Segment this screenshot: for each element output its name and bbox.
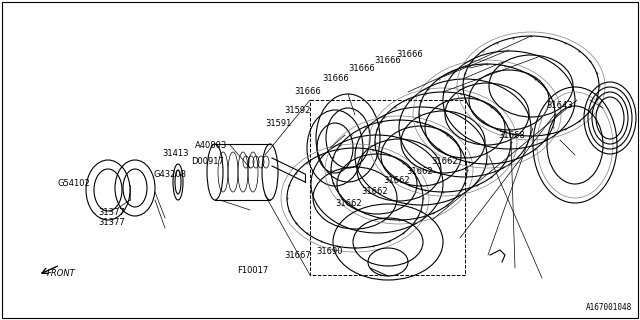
Text: 31591: 31591 bbox=[265, 119, 292, 128]
Text: 31592: 31592 bbox=[284, 106, 311, 115]
Text: 31662: 31662 bbox=[406, 167, 433, 176]
Text: 31666: 31666 bbox=[323, 74, 349, 83]
Text: FRONT: FRONT bbox=[47, 269, 75, 278]
Text: 31662: 31662 bbox=[383, 176, 410, 185]
Bar bbox=[310, 100, 465, 275]
Text: 31413: 31413 bbox=[163, 149, 189, 158]
Text: 31667: 31667 bbox=[284, 252, 311, 260]
Text: G43208: G43208 bbox=[153, 170, 186, 179]
Text: 31666: 31666 bbox=[348, 64, 375, 73]
Text: A167001048: A167001048 bbox=[586, 303, 632, 312]
Text: 31666: 31666 bbox=[294, 87, 321, 96]
Text: 31662: 31662 bbox=[335, 199, 362, 208]
Text: A40803: A40803 bbox=[195, 141, 227, 150]
Text: 31377: 31377 bbox=[99, 208, 125, 217]
Text: 31690: 31690 bbox=[316, 247, 343, 256]
Text: D00917: D00917 bbox=[191, 157, 225, 166]
Text: 31668: 31668 bbox=[499, 132, 525, 140]
Text: 31666: 31666 bbox=[396, 50, 423, 59]
Text: 31662: 31662 bbox=[431, 157, 458, 166]
Text: 31377: 31377 bbox=[99, 218, 125, 227]
Text: F10017: F10017 bbox=[237, 266, 268, 275]
Text: 31643: 31643 bbox=[547, 101, 573, 110]
Text: G54102: G54102 bbox=[57, 180, 90, 188]
Text: 31662: 31662 bbox=[361, 188, 388, 196]
Text: 31666: 31666 bbox=[374, 56, 401, 65]
